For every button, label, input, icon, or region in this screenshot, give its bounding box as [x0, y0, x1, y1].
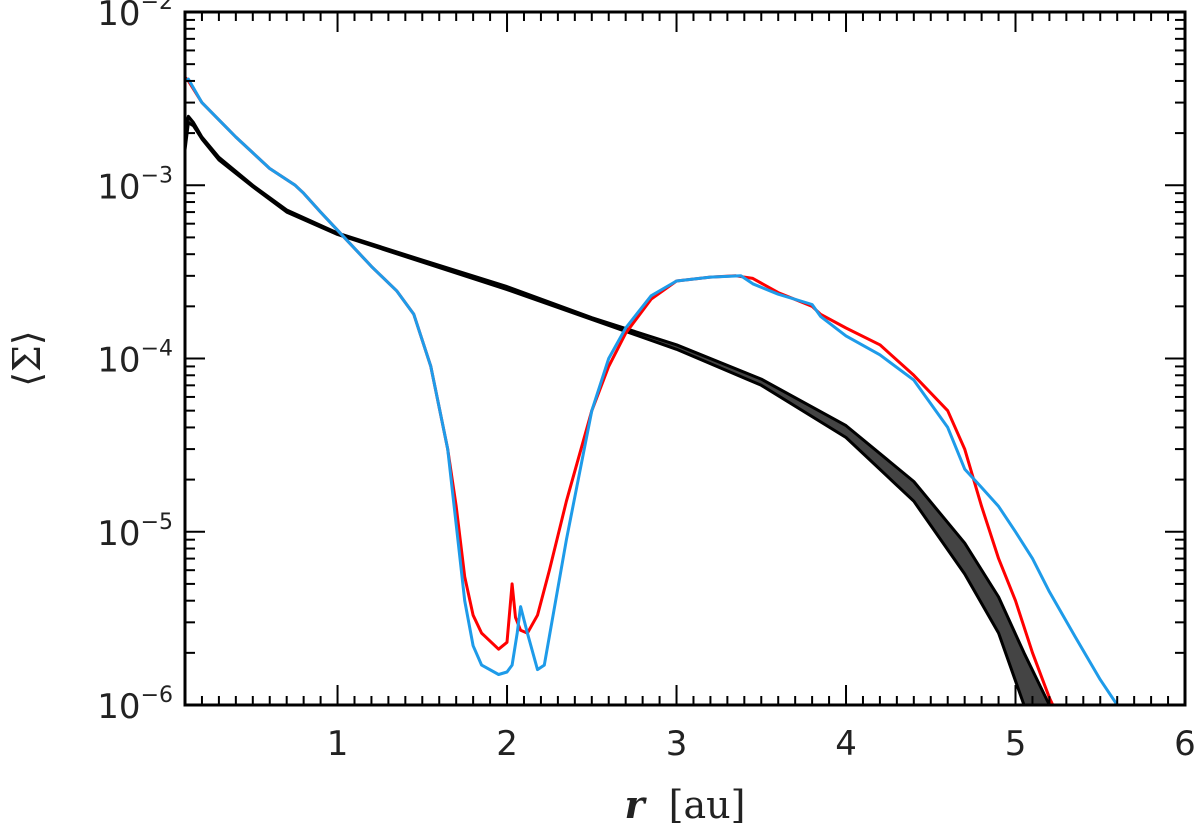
y-tick-label: 10−3 — [97, 163, 173, 207]
x-tick-label: 1 — [327, 724, 349, 764]
envelope-band — [185, 114, 1051, 705]
axis-ticks — [185, 11, 1186, 706]
y-tick-labels: 10−6 10−5 10−4 10−3 10−2 — [97, 0, 173, 727]
y-tick-label: 10−6 — [97, 683, 173, 727]
y-tick-label: 10−5 — [97, 510, 173, 554]
x-axis-title: r [au] — [625, 782, 746, 827]
x-tick-label: 6 — [1174, 724, 1196, 764]
y-axis-title: ⟨Σ⟩ — [5, 330, 49, 387]
x-tick-label: 5 — [1005, 724, 1027, 764]
x-axis-variable: r — [625, 782, 648, 827]
y-tick-label: 10−4 — [97, 337, 173, 381]
plot-area — [185, 76, 1119, 705]
x-tick-label: 2 — [496, 724, 518, 764]
x-tick-label: 3 — [666, 724, 688, 764]
x-tick-labels: 1 2 3 4 5 6 — [327, 724, 1196, 764]
x-tick-label: 4 — [835, 724, 857, 764]
series-line-2 — [185, 77, 1119, 705]
y-tick-label: 10−2 — [97, 0, 173, 34]
x-axis-unit: [au] — [669, 783, 746, 827]
plot-frame — [183, 10, 1187, 707]
